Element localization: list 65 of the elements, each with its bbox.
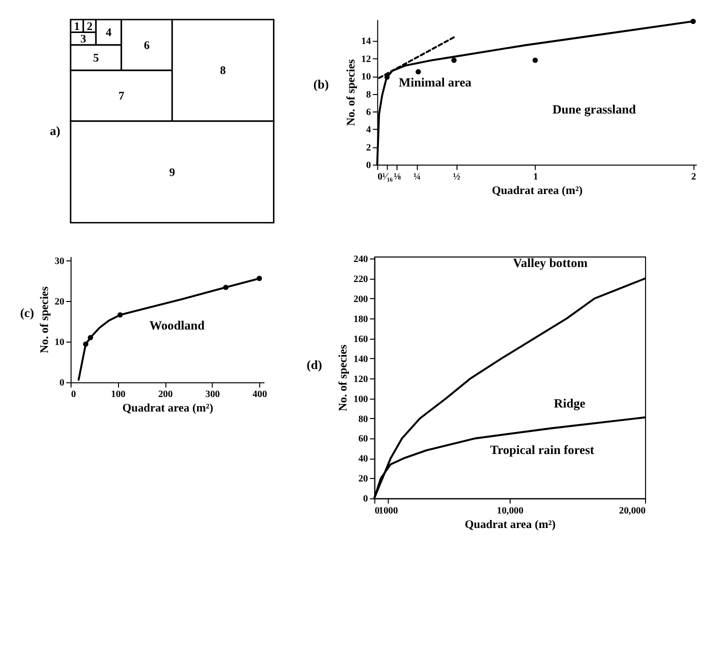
category-label: 1 xyxy=(74,20,80,33)
x-tick-label: 2 xyxy=(691,172,696,183)
x-tick-label: ¼ xyxy=(414,172,421,183)
category-label: 5 xyxy=(93,52,100,65)
y-axis-title: No. of species xyxy=(38,286,51,354)
x-tick-label: ½ xyxy=(453,172,460,183)
category-label: 3 xyxy=(80,32,86,46)
y-tick-label: 180 xyxy=(354,314,368,325)
y-tick-label: 12 xyxy=(361,54,372,65)
x-tick-label: 0 xyxy=(374,505,380,516)
y-tick-label: 0 xyxy=(363,494,368,505)
x-tick-label: 400 xyxy=(252,389,268,400)
x-tick-label: 0 xyxy=(378,172,383,183)
y-tick-label: 30 xyxy=(54,256,64,267)
y-tick-label: 160 xyxy=(354,334,368,345)
x-axis-title: Quadrat area (m²) xyxy=(122,402,214,415)
x-tick-label: 0 xyxy=(71,389,76,400)
y-axis-title: No. of species xyxy=(344,58,358,126)
text: (c) xyxy=(20,306,34,320)
annotation: Minimal area xyxy=(398,76,472,90)
x-tick-label: 10,000 xyxy=(496,505,524,516)
x-tick-label: 300 xyxy=(205,389,220,400)
y-tick-label: 14 xyxy=(361,36,372,48)
category-label: 8 xyxy=(220,64,226,78)
y-tick-label: 40 xyxy=(358,454,368,465)
x-tick-label: 1 xyxy=(533,172,538,183)
y-tick-label: 80 xyxy=(358,414,368,425)
annotation: Dune grassland xyxy=(552,102,636,116)
y-tick-label: 0 xyxy=(59,378,64,389)
y-tick-label: 240 xyxy=(354,254,368,265)
y-tick-label: 120 xyxy=(354,374,368,385)
text: (d) xyxy=(306,358,322,372)
x-tick-label: 100 xyxy=(111,389,126,400)
category-label: 7 xyxy=(118,90,124,103)
y-axis-title: No. of species xyxy=(336,344,350,412)
y-tick-label: 6 xyxy=(366,106,372,118)
y-tick-label: 200 xyxy=(354,294,368,305)
y-tick-label: 20 xyxy=(358,474,368,485)
x-axis-title: Quadrat area (m²) xyxy=(464,518,556,531)
y-tick-label: 140 xyxy=(354,354,368,365)
category-label: 2 xyxy=(86,20,93,33)
x-tick-label: ⅛ xyxy=(394,172,402,183)
x-axis-title: Quadrat area (m²) xyxy=(492,184,583,198)
y-tick-label: 10 xyxy=(361,72,372,83)
series-label: Ridge xyxy=(554,396,586,411)
x-tick-label: ¹⁄₁₆ xyxy=(382,172,393,183)
category-label: 9 xyxy=(169,166,176,179)
y-tick-label: 60 xyxy=(358,434,368,445)
text: (b) xyxy=(313,78,329,92)
y-tick-label: 0 xyxy=(366,160,372,172)
x-tick-label: 1000 xyxy=(378,505,398,516)
category-label: 4 xyxy=(106,26,112,40)
y-tick-label: 4 xyxy=(366,124,372,136)
text: Valley bottom xyxy=(513,256,588,270)
category-label: 6 xyxy=(144,38,150,52)
y-tick-label: 10 xyxy=(54,337,64,348)
annotation: Woodland xyxy=(149,318,205,333)
x-tick-label: 200 xyxy=(158,389,173,400)
text: a) xyxy=(50,124,60,138)
x-tick-label: 20,000 xyxy=(618,505,646,516)
y-tick-label: 8 xyxy=(366,89,372,100)
y-tick-label: 2 xyxy=(366,142,372,154)
annotation: Tropical rain forest xyxy=(490,442,595,457)
y-tick-label: 220 xyxy=(354,274,368,285)
y-tick-label: 20 xyxy=(54,296,64,308)
